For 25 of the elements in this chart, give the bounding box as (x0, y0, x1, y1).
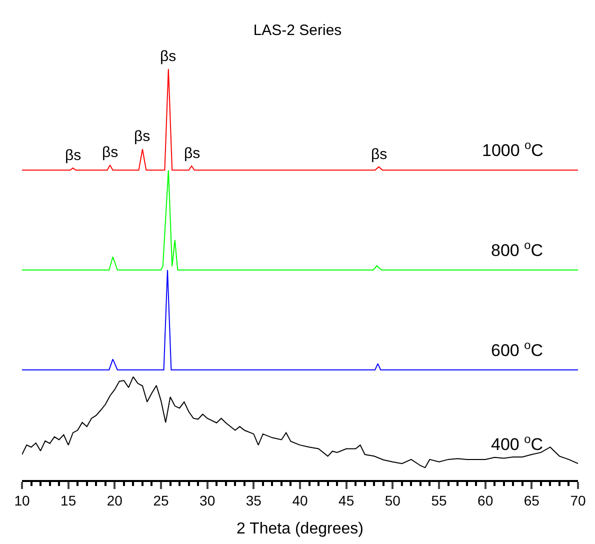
x-tick-label: 20 (106, 492, 123, 509)
x-tick-label: 65 (524, 492, 540, 509)
annotation: βs (160, 48, 176, 65)
x-tick-label: 55 (431, 492, 447, 509)
x-tick-label: 15 (60, 492, 76, 509)
x-tick-label: 50 (384, 492, 401, 509)
x-tick-label: 40 (292, 492, 308, 509)
annotation: βs (65, 147, 82, 164)
x-tick-label: 45 (338, 492, 354, 509)
annotation: βs (184, 145, 200, 162)
x-tick-label: 10 (14, 492, 30, 509)
chart-title: LAS-2 Series (253, 22, 342, 39)
series-label: 600 $^{o}$C (491, 338, 543, 360)
annotation: βs (134, 128, 150, 145)
x-tick-label: 25 (153, 492, 169, 509)
x-tick-label: 35 (246, 492, 262, 509)
series-label: 800 $^{o}$C (491, 238, 543, 260)
x-tick-label: 60 (478, 492, 494, 509)
x-tick-label: 70 (570, 492, 586, 509)
annotation: βs (371, 146, 388, 163)
x-tick-label: 30 (200, 492, 216, 509)
series-label: 400 $^{o}$C (491, 432, 543, 454)
x-axis-title: 2 Theta (degrees) (236, 520, 364, 538)
series-label: 1000 $^{o}$C (482, 138, 544, 160)
annotation: βs (102, 144, 118, 161)
